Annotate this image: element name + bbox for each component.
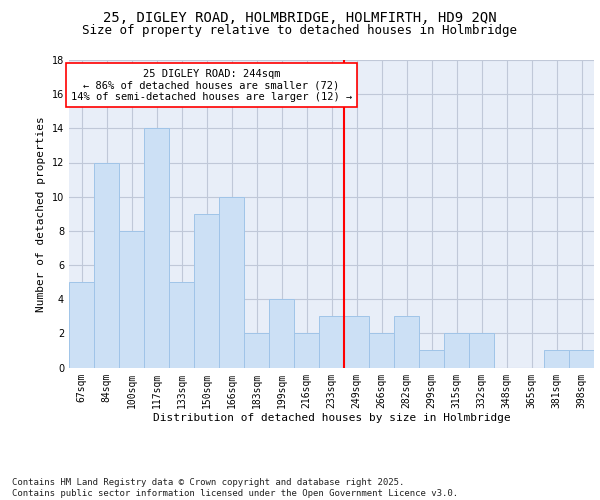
Text: 25 DIGLEY ROAD: 244sqm
← 86% of detached houses are smaller (72)
14% of semi-det: 25 DIGLEY ROAD: 244sqm ← 86% of detached… [71,68,352,102]
X-axis label: Distribution of detached houses by size in Holmbridge: Distribution of detached houses by size … [152,413,511,423]
Bar [294,334,319,368]
Text: Contains HM Land Registry data © Crown copyright and database right 2025.
Contai: Contains HM Land Registry data © Crown c… [12,478,458,498]
Bar [144,128,169,368]
Bar [394,316,419,368]
Bar [469,334,494,368]
Bar [244,334,269,368]
Bar [369,334,394,368]
Bar [269,299,294,368]
Bar [444,334,469,368]
Bar [544,350,569,368]
Bar [169,282,194,368]
Bar [344,316,369,368]
Bar [569,350,594,368]
Bar [69,282,94,368]
Bar [194,214,219,368]
Text: 25, DIGLEY ROAD, HOLMBRIDGE, HOLMFIRTH, HD9 2QN: 25, DIGLEY ROAD, HOLMBRIDGE, HOLMFIRTH, … [103,11,497,25]
Y-axis label: Number of detached properties: Number of detached properties [36,116,46,312]
Bar [219,196,244,368]
Text: Size of property relative to detached houses in Holmbridge: Size of property relative to detached ho… [83,24,517,37]
Bar [419,350,444,368]
Bar [319,316,344,368]
Bar [119,231,144,368]
Bar [94,162,119,368]
